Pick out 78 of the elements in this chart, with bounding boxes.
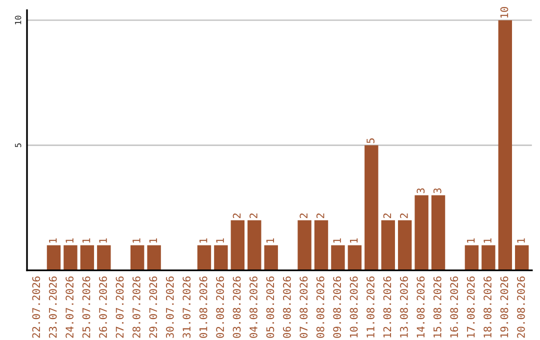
bar [248,220,262,270]
bar [515,245,529,270]
x-tick-label: 06.08.2026 [282,276,291,338]
data-label: 2 [383,214,392,218]
bar [414,195,428,270]
data-label: 1 [517,238,525,243]
data-label: 1 [216,238,224,243]
x-tick-label: 29.07.2026 [149,276,158,338]
bar [331,245,345,270]
x-tick-label: 28.07.2026 [132,276,140,338]
bar [230,220,245,270]
x-tick-label: 08.08.2026 [316,276,324,338]
bar [464,245,479,270]
x-tick-label: 18.08.2026 [484,276,492,338]
bar [398,220,412,270]
data-label: 5 [366,138,374,144]
x-tick-label: 07.08.2026 [300,276,308,338]
x-tick-label: 27.07.2026 [116,276,124,338]
data-label: 3 [433,188,442,194]
bar [298,220,312,270]
data-label: 1 [350,238,358,243]
bar [64,245,78,270]
bar [197,245,212,270]
bar [381,220,395,270]
bar [46,245,61,270]
data-label: 1 [99,238,107,243]
x-tick-label: 31.07.2026 [182,276,191,338]
data-label: 1 [82,238,90,243]
x-tick-label: 24.07.2026 [66,276,74,338]
data-label: 1 [333,238,341,243]
bar [214,245,228,270]
bar [264,245,278,270]
data-label: 2 [232,214,241,218]
x-tick-label: 23.07.2026 [48,276,57,338]
x-tick-label: 11.08.2026 [366,276,374,338]
x-tick-label: 30.07.2026 [166,276,174,338]
bar [482,245,496,270]
x-tick-label: 03.08.2026 [232,276,241,338]
data-label: 2 [300,214,308,218]
x-tick-label: 04.08.2026 [250,276,258,338]
data-label: 1 [149,238,157,243]
x-tick-label: 13.08.2026 [400,276,408,338]
x-tick-label: 22.07.2026 [32,276,40,338]
data-label: 2 [250,214,258,218]
data-label: 1 [266,238,274,243]
x-tick-label: 02.08.2026 [216,276,224,338]
x-tick-label: 01.08.2026 [199,276,208,338]
data-label: 1 [200,238,208,243]
x-tick-label: 14.08.2026 [416,276,425,338]
x-tick-label: 12.08.2026 [383,276,392,338]
x-tick-label: 15.08.2026 [433,276,442,338]
x-tick-label: 19.08.2026 [500,276,508,338]
data-label: 2 [316,214,324,218]
x-tick-label: 16.08.2026 [450,276,458,338]
x-tick-label: 17.08.2026 [466,276,475,338]
x-tick-label: 10.08.2026 [350,276,358,338]
bar [498,20,512,270]
x-tick-label: 20.08.2026 [517,276,525,338]
data-label: 3 [416,188,425,194]
bar [147,245,161,270]
bar [97,245,111,270]
bar [431,195,446,270]
bar [348,245,362,270]
data-label: 2 [400,214,408,218]
x-tick-label: 05.08.2026 [266,276,274,338]
data-label: 1 [467,238,475,243]
data-label: 1 [484,238,492,243]
bar [80,245,94,270]
data-label: 1 [49,238,57,243]
bar [130,245,144,270]
x-tick-label: 26.07.2026 [99,276,107,338]
data-label: 10 [500,6,508,18]
x-tick-label: 25.07.2026 [82,276,90,338]
data-label: 1 [132,238,140,243]
data-label: 1 [66,238,74,243]
bar [364,145,378,270]
x-tick-label: 09.08.2026 [333,276,342,338]
bar [314,220,328,270]
